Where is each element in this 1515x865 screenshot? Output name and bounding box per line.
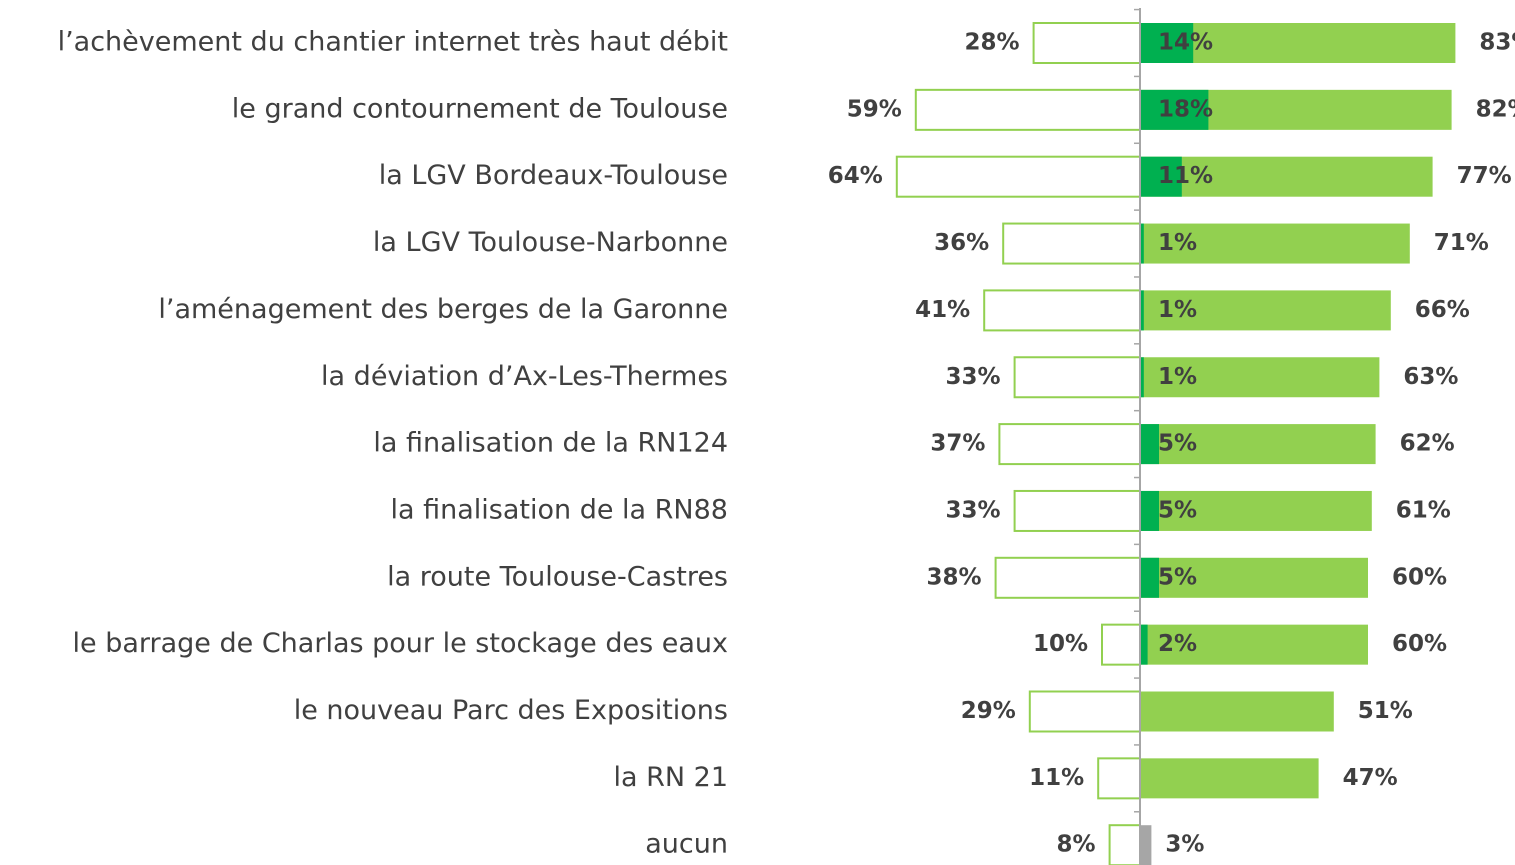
value-label: 82% (1476, 96, 1515, 122)
category-label: la LGV Toulouse-Narbonne (373, 227, 728, 258)
bar (1002, 222, 1142, 265)
value-label: 33% (946, 364, 1001, 390)
bar (1097, 757, 1141, 800)
bar (983, 289, 1142, 332)
value-label: 62% (1400, 431, 1455, 457)
bar (1140, 424, 1376, 465)
bar (994, 556, 1141, 599)
value-label: 61% (1396, 497, 1451, 523)
bar (1140, 23, 1194, 63)
bar (1013, 356, 1141, 399)
value-label: 36% (934, 230, 989, 256)
value-label: 71% (1434, 230, 1489, 256)
value-label: 11% (1158, 163, 1213, 189)
bar (1140, 557, 1368, 598)
value-label: 28% (965, 30, 1020, 56)
bar (1140, 290, 1144, 331)
bar (1028, 690, 1142, 733)
bar (1140, 758, 1319, 799)
bar (1101, 623, 1141, 666)
value-label: 59% (847, 96, 902, 122)
value-label: 3% (1165, 832, 1204, 858)
category-label: aucun (645, 829, 728, 860)
value-label: 51% (1358, 698, 1413, 724)
bar (1140, 424, 1159, 465)
value-label: 63% (1403, 364, 1458, 390)
value-label: 60% (1392, 564, 1447, 590)
value-label: 10% (1033, 631, 1088, 657)
value-label: 5% (1158, 564, 1197, 590)
category-label: la finalisation de la RN88 (391, 494, 729, 525)
value-label: 11% (1029, 765, 1084, 791)
category-label: la route Toulouse-Castres (387, 561, 728, 592)
value-label: 5% (1158, 431, 1197, 457)
bar (1013, 489, 1141, 532)
value-label: 60% (1392, 631, 1447, 657)
bar (1108, 824, 1141, 865)
bar (895, 155, 1141, 198)
category-label: l’achèvement du chantier internet très h… (58, 27, 728, 58)
category-label: le grand contournement de Toulouse (232, 93, 728, 124)
bar (1140, 89, 1209, 130)
bar (1032, 22, 1141, 64)
bar (1140, 490, 1159, 531)
category-label: la finalisation de la RN124 (373, 428, 728, 459)
bar (1140, 490, 1372, 531)
bar (1140, 290, 1391, 331)
value-label: 2% (1158, 631, 1197, 657)
bar (914, 88, 1141, 131)
category-label: la déviation d’Ax-Les-Thermes (321, 361, 728, 392)
category-label: le barrage de Charlas pour le stockage d… (73, 628, 728, 659)
value-label: 14% (1158, 30, 1213, 56)
value-label: 5% (1158, 497, 1197, 523)
bar (1140, 223, 1410, 264)
category-label: le nouveau Parc des Expositions (294, 695, 728, 726)
bar (1140, 624, 1368, 665)
value-label: 37% (930, 431, 985, 457)
bar (1140, 223, 1144, 264)
category-label: l’aménagement des berges de la Garonne (158, 294, 728, 325)
value-label: 1% (1158, 230, 1197, 256)
bar (1140, 691, 1334, 732)
value-label: 1% (1158, 297, 1197, 323)
value-label: 64% (828, 163, 883, 189)
value-label: 38% (927, 564, 982, 590)
bar (1140, 357, 1144, 398)
bar (1140, 624, 1148, 665)
value-label: 41% (915, 297, 970, 323)
bar (1140, 156, 1433, 197)
value-label: 8% (1057, 832, 1096, 858)
bar (1140, 156, 1182, 197)
category-label: la LGV Bordeaux-Toulouse (379, 160, 728, 191)
value-label: 47% (1343, 765, 1398, 791)
category-label: la RN 21 (613, 762, 728, 793)
value-label: 33% (946, 497, 1001, 523)
bar (1140, 557, 1159, 598)
value-label: 66% (1415, 297, 1470, 323)
bar (1140, 825, 1152, 865)
bar (1140, 357, 1380, 398)
value-label: 77% (1457, 163, 1512, 189)
value-label: 83% (1479, 30, 1515, 56)
value-label: 18% (1158, 96, 1213, 122)
value-label: 29% (961, 698, 1016, 724)
value-label: 1% (1158, 364, 1197, 390)
bar (998, 423, 1142, 466)
